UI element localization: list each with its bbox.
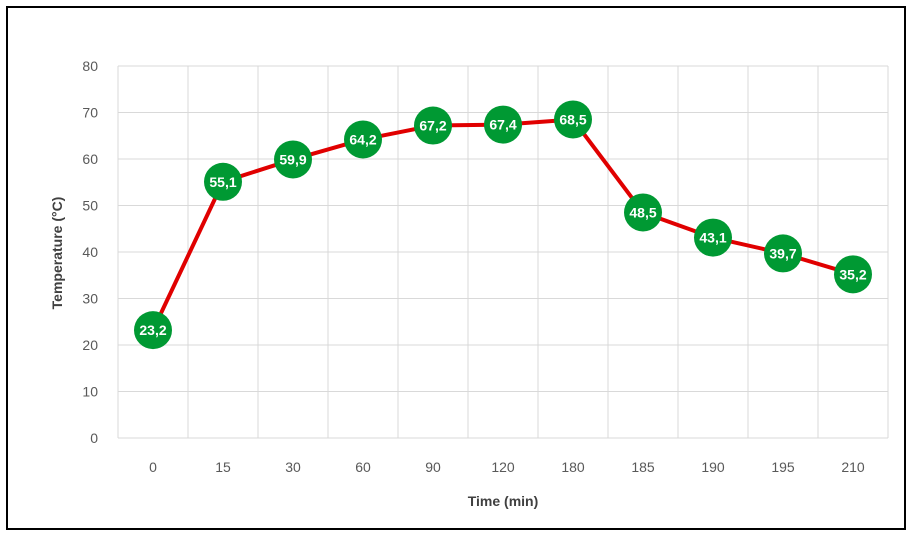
- x-tick-label: 210: [841, 459, 865, 475]
- data-point-marker: [554, 100, 592, 139]
- data-label: 48,5: [629, 204, 656, 220]
- data-point-marker: [344, 120, 382, 159]
- data-label: 67,4: [489, 117, 516, 133]
- data-label: 35,2: [839, 266, 866, 282]
- data-point-marker: [484, 105, 522, 144]
- y-tick-label: 50: [82, 198, 98, 214]
- y-axis-ticks: 0 10 20 30 40 50 60 70 80: [82, 58, 98, 446]
- data-point-marker: [414, 106, 452, 145]
- data-label: 43,1: [699, 230, 726, 246]
- data-label: 64,2: [349, 131, 376, 147]
- data-label: 68,5: [559, 111, 586, 127]
- data-point-marker: [134, 311, 172, 350]
- gridlines: [117, 65, 889, 439]
- x-tick-label: 30: [285, 459, 301, 475]
- y-tick-label: 60: [82, 151, 98, 167]
- data-point-marker: [834, 255, 872, 294]
- x-tick-label: 190: [701, 459, 725, 475]
- x-tick-label: 90: [425, 459, 441, 475]
- data-label: 55,1: [209, 174, 236, 190]
- x-axis-ticks: 0 15 30 60 90 120 180 185 190 195 210: [149, 459, 865, 475]
- y-axis-title: Temperature (°C): [49, 197, 65, 310]
- x-axis-title: Time (min): [468, 493, 539, 509]
- data-label: 67,2: [419, 118, 446, 134]
- x-tick-label: 180: [561, 459, 585, 475]
- data-point-marker: [204, 162, 242, 201]
- data-point-marker: [694, 218, 732, 257]
- data-label: 39,7: [769, 245, 796, 261]
- y-tick-label: 30: [82, 291, 98, 307]
- x-tick-label: 60: [355, 459, 371, 475]
- y-tick-label: 20: [82, 337, 98, 353]
- y-tick-label: 0: [90, 430, 98, 446]
- x-tick-label: 15: [215, 459, 231, 475]
- chart-frame: [6, 6, 906, 530]
- y-tick-label: 70: [82, 105, 98, 121]
- data-label: 59,9: [279, 151, 306, 167]
- x-tick-label: 120: [491, 459, 515, 475]
- data-markers: 23,2 55,1 59,9 64,2 67,2 67,4 68,5 48,5 43,1 39,7…: [134, 100, 872, 350]
- y-tick-label: 10: [82, 384, 98, 400]
- y-tick-label: 40: [82, 244, 98, 260]
- y-tick-label: 80: [82, 58, 98, 74]
- data-point-marker: [274, 140, 312, 179]
- x-tick-label: 0: [149, 459, 157, 475]
- data-label: 23,2: [139, 322, 166, 338]
- data-point-marker: [624, 193, 662, 232]
- data-point-marker: [764, 234, 802, 273]
- x-tick-label: 185: [631, 459, 655, 475]
- x-tick-label: 195: [771, 459, 795, 475]
